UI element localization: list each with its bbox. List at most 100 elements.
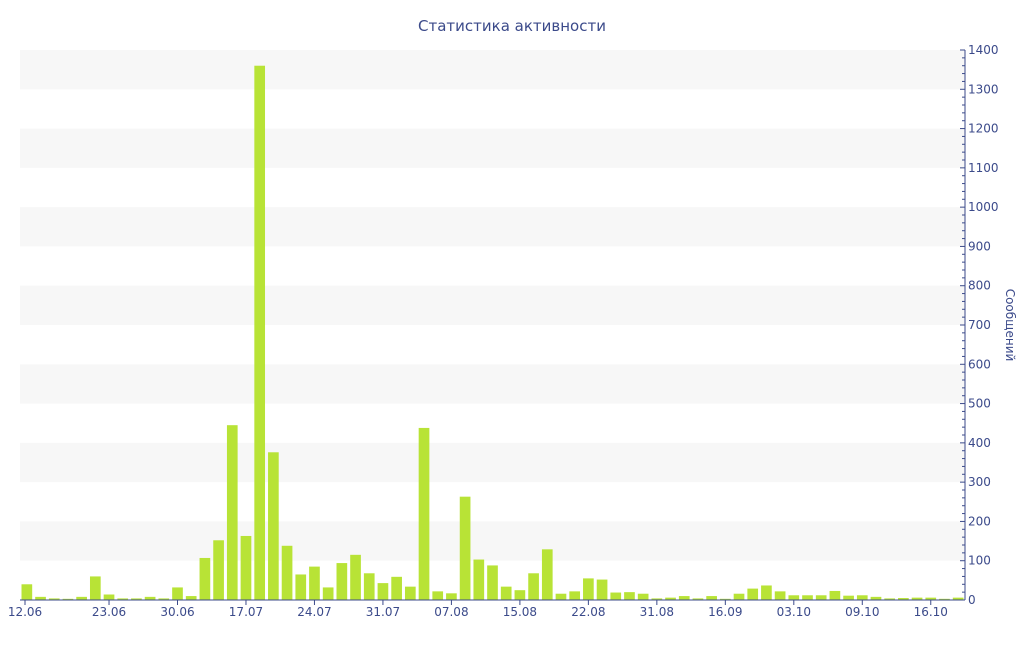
y-tick-label: 200 <box>968 514 991 528</box>
bar <box>62 598 74 600</box>
bar <box>254 65 266 600</box>
bar <box>21 584 33 600</box>
bar <box>48 598 60 600</box>
bar <box>459 496 471 600</box>
bar <box>637 593 649 600</box>
bar <box>829 590 841 600</box>
bar <box>569 591 581 600</box>
bar <box>295 574 307 600</box>
bar <box>404 586 416 600</box>
bar <box>678 596 690 600</box>
x-tick-label: 17.07 <box>229 605 263 619</box>
bar <box>815 595 827 600</box>
x-tick-label: 31.08 <box>640 605 674 619</box>
bar <box>898 598 909 600</box>
bar <box>377 583 389 600</box>
bar <box>911 597 923 600</box>
bar <box>610 592 622 600</box>
x-tick-label: 07.08 <box>434 605 468 619</box>
y-ticks: 0 100 200 300 400 500 600 700 800 900 1000 1100 1200… <box>960 43 999 607</box>
bar <box>446 593 457 600</box>
bar <box>856 595 868 600</box>
x-tick-label: 09.10 <box>845 605 879 619</box>
grid-band <box>20 364 965 404</box>
bar <box>336 563 348 600</box>
bar <box>884 598 896 600</box>
bar <box>158 598 170 600</box>
bar <box>719 598 731 600</box>
bar <box>322 587 334 600</box>
bar <box>268 452 279 600</box>
bar <box>802 595 813 600</box>
bar <box>706 596 717 600</box>
bar <box>774 591 786 600</box>
bar <box>843 595 854 600</box>
y-tick-label: 800 <box>968 279 991 293</box>
bar <box>473 559 485 600</box>
bar <box>761 585 772 600</box>
x-tick-label: 15.08 <box>503 605 537 619</box>
bar <box>131 598 142 600</box>
bar <box>596 579 608 600</box>
bar <box>309 566 320 600</box>
x-tick-label: 12.06 <box>8 605 42 619</box>
x-tick-label: 03.10 <box>777 605 811 619</box>
bar <box>89 576 101 600</box>
bar <box>418 427 430 600</box>
y-tick-label: 1000 <box>968 200 999 214</box>
y-tick-label: 500 <box>968 397 991 411</box>
y-tick-label: 300 <box>968 475 991 489</box>
bar <box>925 597 937 600</box>
bar <box>35 596 46 600</box>
bar <box>213 540 224 600</box>
bar <box>350 554 361 600</box>
bar <box>76 596 87 600</box>
grid-band <box>20 521 965 561</box>
bar <box>281 545 293 600</box>
bar <box>788 595 800 600</box>
bar <box>555 593 567 600</box>
grid-bands <box>20 50 965 561</box>
bar <box>665 597 676 600</box>
x-tick-label: 31.07 <box>366 605 400 619</box>
grid-band <box>20 285 965 325</box>
bar <box>939 598 950 600</box>
y-axis-label: Сообщений <box>1003 289 1017 362</box>
bar <box>692 598 704 600</box>
bar <box>747 588 759 600</box>
y-tick-label: 1200 <box>968 122 999 136</box>
grid-band <box>20 128 965 168</box>
x-tick-label: 22.08 <box>571 605 605 619</box>
y-tick-label: 900 <box>968 239 991 253</box>
bar <box>528 573 539 600</box>
bar <box>103 594 115 600</box>
y-tick-label: 1400 <box>968 43 999 57</box>
bar <box>651 598 663 600</box>
bar <box>185 596 197 600</box>
bar <box>870 596 882 600</box>
y-tick-label: 100 <box>968 554 991 568</box>
bar <box>199 557 211 600</box>
bar <box>514 590 526 600</box>
bar <box>583 578 594 600</box>
bar <box>363 573 375 600</box>
bar <box>240 535 252 600</box>
bar <box>624 592 635 600</box>
grid-band <box>20 50 965 90</box>
x-tick-label: 30.06 <box>160 605 194 619</box>
x-tick-label: 16.09 <box>708 605 742 619</box>
grid-band <box>20 442 965 483</box>
bar <box>226 425 238 600</box>
bar <box>500 586 512 600</box>
y-tick-label: 600 <box>968 357 991 371</box>
bar <box>117 598 129 600</box>
bar <box>432 591 444 600</box>
y-tick-label: 400 <box>968 436 991 450</box>
y-tick-label: 700 <box>968 318 991 332</box>
y-tick-label: 1300 <box>968 82 999 96</box>
chart-title: Статистика активности <box>418 17 606 35</box>
bars <box>21 65 964 600</box>
y-tick-label: 0 <box>968 593 976 607</box>
